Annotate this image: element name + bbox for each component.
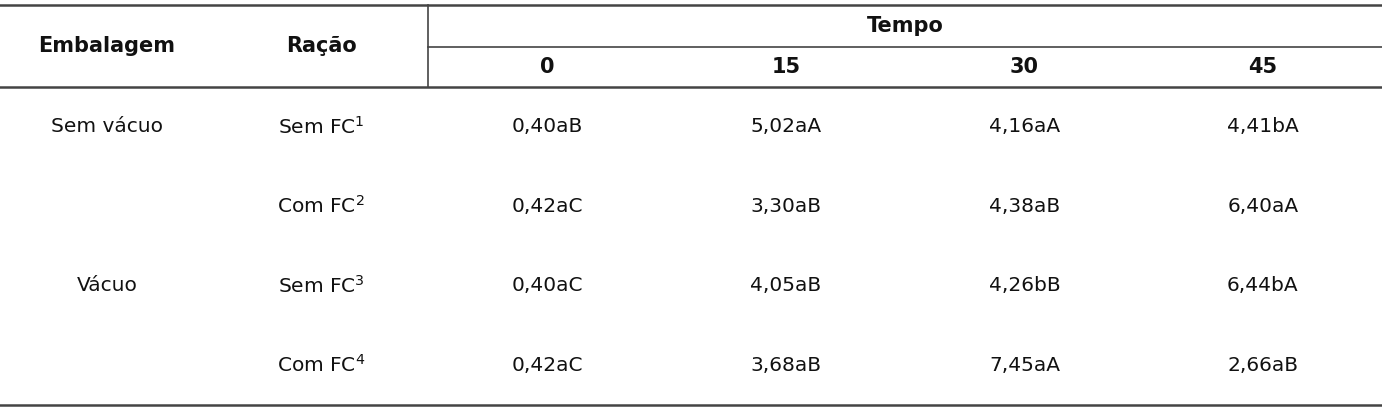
Text: 3,30aB: 3,30aB xyxy=(750,197,821,216)
Text: 5,02aA: 5,02aA xyxy=(750,117,821,136)
Text: Tempo: Tempo xyxy=(867,16,944,36)
Text: 15: 15 xyxy=(771,57,800,77)
Text: 0,40aC: 0,40aC xyxy=(511,276,583,295)
Text: Sem FC$^1$: Sem FC$^1$ xyxy=(278,116,365,138)
Text: 4,41bA: 4,41bA xyxy=(1227,117,1299,136)
Text: 0,42aC: 0,42aC xyxy=(511,356,583,375)
Text: Vácuo: Vácuo xyxy=(76,276,138,295)
Text: 7,45aA: 7,45aA xyxy=(990,356,1060,375)
Text: 3,68aB: 3,68aB xyxy=(750,356,821,375)
Text: Sem vácuo: Sem vácuo xyxy=(51,117,163,136)
Text: 0,40aB: 0,40aB xyxy=(511,117,583,136)
Text: 0,42aC: 0,42aC xyxy=(511,197,583,216)
Text: Ração: Ração xyxy=(286,36,357,57)
Text: 45: 45 xyxy=(1248,57,1277,77)
Text: 4,26bB: 4,26bB xyxy=(988,276,1060,295)
Text: Sem FC$^3$: Sem FC$^3$ xyxy=(278,275,365,297)
Text: 4,16aA: 4,16aA xyxy=(990,117,1060,136)
Text: 6,40aA: 6,40aA xyxy=(1227,197,1298,216)
Text: Com FC$^2$: Com FC$^2$ xyxy=(278,195,365,217)
Text: 0: 0 xyxy=(540,57,554,77)
Text: 6,44bA: 6,44bA xyxy=(1227,276,1299,295)
Text: 2,66aB: 2,66aB xyxy=(1227,356,1298,375)
Text: Com FC$^4$: Com FC$^4$ xyxy=(278,354,365,376)
Text: 30: 30 xyxy=(1010,57,1039,77)
Text: Embalagem: Embalagem xyxy=(39,36,176,57)
Text: 4,38aB: 4,38aB xyxy=(990,197,1060,216)
Text: 4,05aB: 4,05aB xyxy=(750,276,821,295)
